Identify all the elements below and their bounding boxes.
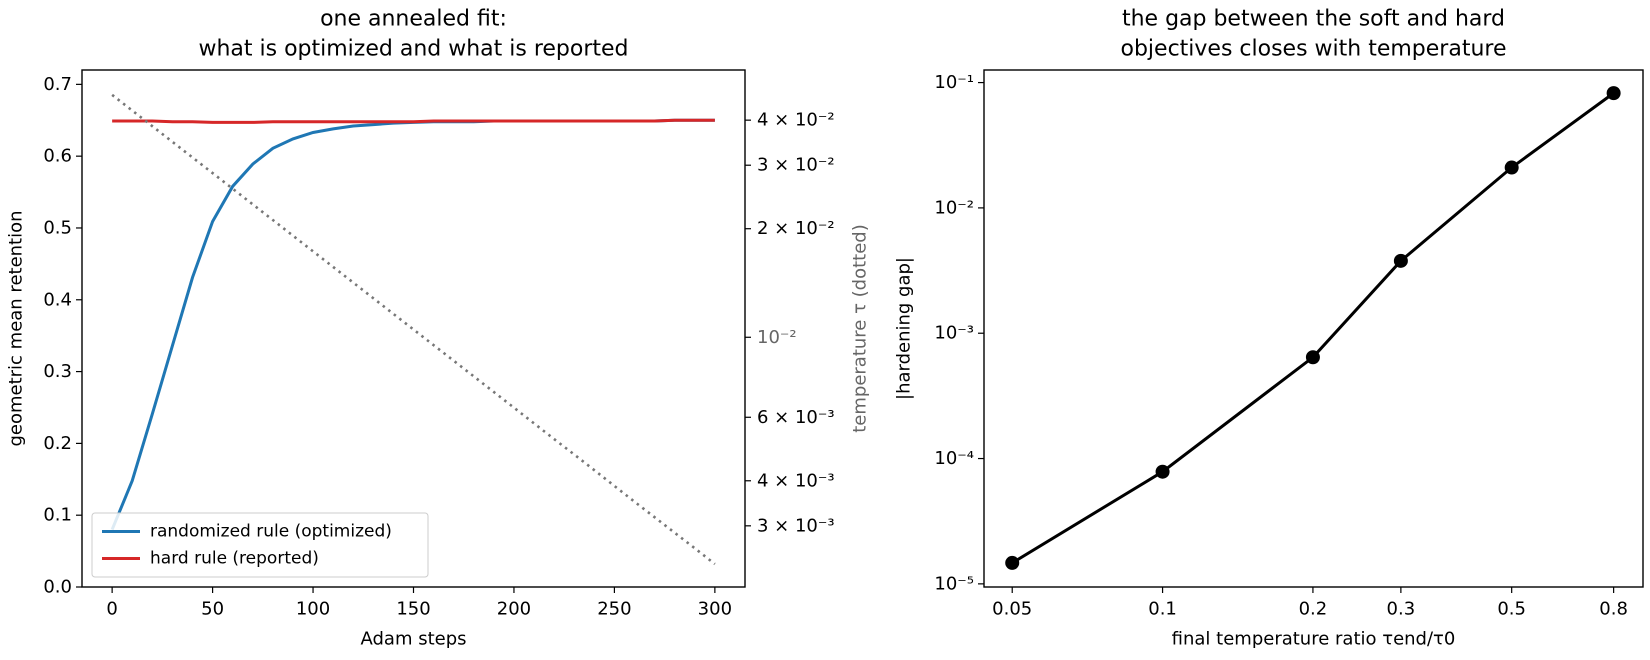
series-line [110,118,715,531]
marker [1606,86,1621,101]
x-axis-label: Adam steps [360,629,466,650]
x-tick-label: 0.8 [1599,599,1628,620]
axes-frame [81,69,746,588]
x-tick-label: 0.3 [1387,599,1416,620]
marker [1005,555,1020,570]
x-tick-label: 100 [296,599,330,620]
x-tick-label: 250 [597,599,631,620]
x-axis-label: final temperature ratio τend/τ0 [1172,629,1456,650]
y-tick-label: 0.1 [43,505,72,526]
y2-axis-label: temperature τ (dotted) [850,224,871,433]
legend-box [91,512,429,578]
x-tick-label: 0.2 [1299,599,1328,620]
y-tick-label: 0.2 [43,433,72,454]
x-tick-label: 0.1 [1148,599,1177,620]
y-tick-label: 10⁻² [934,197,974,218]
x-tick-label: 0 [106,599,117,620]
y-tick-label: 10⁻¹ [934,72,974,93]
x-tick-label: 200 [497,599,531,620]
x-tick-label: 0.05 [992,599,1032,620]
x-tick-label: 300 [698,599,732,620]
y-tick-label: 0.4 [43,289,72,310]
y2-tick-label: 10⁻² [757,327,797,348]
marker [1504,160,1519,175]
y-tick-label: 0.0 [43,577,72,598]
y-axis-label: |hardening gap| [894,257,915,400]
y-tick-label: 10⁻³ [934,323,974,344]
y-tick-label: 10⁻⁴ [934,448,974,469]
marker [1305,350,1320,365]
chart-title: what is optimized and what is reported [198,37,628,62]
chart-title: one annealed fit: [320,7,507,32]
y2-tick-label: 4 × 10⁻³ [757,470,835,491]
y2-tick-label: 6 × 10⁻³ [757,407,835,428]
x-tick-label: 150 [396,599,430,620]
y-tick-label: 0.3 [43,361,72,382]
legend-label: hard rule (reported) [150,549,319,569]
y-axis-label: geometric mean retention [6,210,27,446]
y-tick-label: 0.5 [43,217,72,238]
y2-tick-label: 2 × 10⁻² [757,218,835,239]
y-tick-label: 0.6 [43,146,72,167]
y2-tick-label: 3 × 10⁻² [757,155,835,176]
legend-label: randomized rule (optimized) [150,522,392,542]
series-line [112,118,715,124]
y-tick-label: 10⁻⁵ [934,573,974,594]
chart-title: the gap between the soft and hard [1122,7,1505,32]
series-line [111,93,716,566]
chart-title: objectives closes with temperature [1121,37,1507,62]
series-line [1011,91,1615,565]
x-tick-label: 0.5 [1497,599,1526,620]
axes-frame [983,69,1644,588]
marker [1155,464,1170,479]
marker [1393,253,1408,268]
y-tick-label: 0.7 [43,74,72,95]
y2-tick-label: 4 × 10⁻² [757,110,835,131]
x-tick-label: 50 [201,599,224,620]
y2-tick-label: 3 × 10⁻³ [757,515,835,536]
